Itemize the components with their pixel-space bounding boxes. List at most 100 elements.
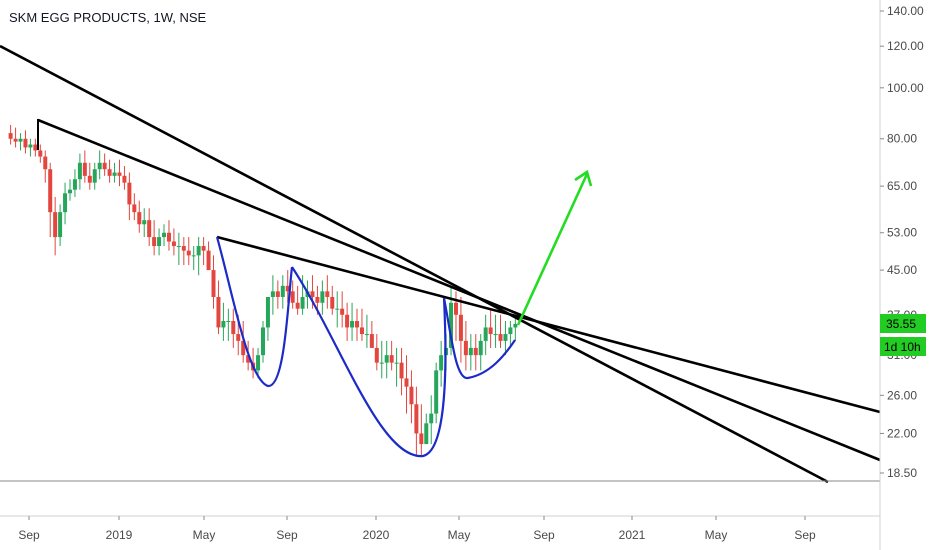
trendline-1[interactable]: [0, 44, 829, 484]
candle-body: [196, 246, 201, 256]
countdown-tag: 1d 10h: [880, 337, 926, 356]
price-axis-label: 140.00: [887, 4, 924, 18]
candle-body: [28, 144, 33, 148]
candle-body: [176, 246, 181, 248]
candle-body: [236, 334, 241, 341]
left-shoulder-curve[interactable]: [215, 236, 294, 388]
candle-body: [359, 327, 364, 335]
candle-body: [152, 237, 157, 247]
last-price-tag-bg: [880, 314, 926, 333]
candle-body: [166, 232, 171, 242]
time-axis-label: May: [448, 528, 471, 542]
candle-body: [330, 296, 335, 309]
candle-body: [379, 362, 384, 364]
candle-body: [231, 321, 236, 335]
chart-drawings: [0, 44, 881, 484]
candle-body: [364, 334, 369, 336]
candle-body: [201, 246, 206, 251]
time-axis-label: 2021: [619, 528, 646, 542]
head-curve[interactable]: [291, 266, 447, 458]
candle-body: [419, 433, 424, 445]
last-price-tag-text: 35.55: [886, 317, 916, 331]
trendline-3[interactable]: [216, 235, 881, 414]
price-axis-label: 18.50: [887, 466, 917, 480]
candle-body: [463, 340, 468, 356]
candle-body: [468, 347, 473, 356]
time-axis-label: 2020: [363, 528, 390, 542]
time-axis-label: May: [193, 528, 216, 542]
price-axis-label: 22.00: [887, 426, 917, 440]
candle-body: [18, 138, 23, 142]
candle-body: [508, 327, 513, 335]
candle-body: [107, 169, 112, 176]
price-axis-label: 100.00: [887, 81, 924, 95]
candle-body: [473, 347, 478, 356]
candle-body: [389, 355, 394, 363]
candle-body: [58, 212, 63, 238]
candle-body: [290, 291, 295, 303]
candle-body: [43, 156, 48, 170]
time-axis-label: 2019: [106, 528, 133, 542]
candle-body: [8, 133, 13, 139]
candle-body: [122, 175, 127, 183]
candle-body: [63, 193, 68, 213]
countdown-tag-bg: [880, 337, 926, 356]
candle-body: [345, 314, 350, 328]
candle-body: [265, 296, 270, 328]
candlestick-series: [8, 124, 518, 456]
candle-body: [87, 175, 92, 183]
price-axis-label: 53.00: [887, 226, 917, 240]
candle-body: [256, 355, 261, 371]
candle-body: [221, 321, 226, 328]
candle-body: [399, 362, 404, 379]
candle-body: [369, 334, 374, 348]
candle-body: [77, 162, 82, 180]
price-axis-label: 26.00: [887, 388, 917, 402]
candle-body: [295, 302, 300, 309]
candle-body: [53, 212, 58, 238]
candle-body: [270, 291, 275, 297]
candle-body: [503, 334, 508, 341]
candle-body: [102, 162, 107, 170]
candle-body: [275, 291, 280, 297]
candle-body: [127, 182, 132, 205]
price-axis-label: 45.00: [887, 263, 917, 277]
candle-body: [280, 285, 285, 297]
candle-body: [260, 327, 265, 356]
candle-body: [424, 423, 429, 445]
candle-body: [325, 291, 330, 297]
candle-body: [211, 270, 216, 297]
projection-arrow-line[interactable]: [516, 173, 589, 326]
candle-body: [226, 321, 231, 323]
time-axis-label: Sep: [276, 528, 298, 542]
candle-body: [117, 172, 122, 176]
candle-body: [285, 285, 290, 292]
price-axis[interactable]: 140.00120.00100.0080.0065.0053.0045.0037…: [880, 4, 924, 480]
price-axis-label: 120.00: [887, 39, 924, 53]
candle-body: [82, 162, 87, 176]
time-axis[interactable]: Sep 2019 May Sep 2020 May Sep 2021 May Sep: [18, 516, 816, 542]
countdown-tag-text: 1d 10h: [884, 340, 921, 354]
candle-body: [191, 255, 196, 257]
candle-body: [13, 138, 18, 142]
candle-body: [142, 220, 147, 225]
candle-body: [68, 189, 73, 194]
chart-title: SKM EGG PRODUCTS, 1W, NSE: [9, 10, 207, 25]
candle-body: [97, 162, 102, 170]
candle-body: [132, 204, 137, 213]
trendline-2[interactable]: [37, 118, 881, 462]
candle-body: [162, 232, 167, 238]
candle-body: [48, 169, 53, 213]
candle-body: [216, 296, 221, 328]
time-axis-label: Sep: [794, 528, 816, 542]
candle-body: [33, 144, 38, 151]
candle-body: [488, 327, 493, 335]
candle-body: [483, 327, 488, 341]
candle-body: [23, 138, 28, 148]
candle-body: [458, 314, 463, 341]
candle-body: [92, 169, 97, 183]
right-shoulder-curve[interactable]: [442, 297, 516, 380]
candle-body: [409, 386, 414, 405]
candle-body: [478, 340, 483, 356]
